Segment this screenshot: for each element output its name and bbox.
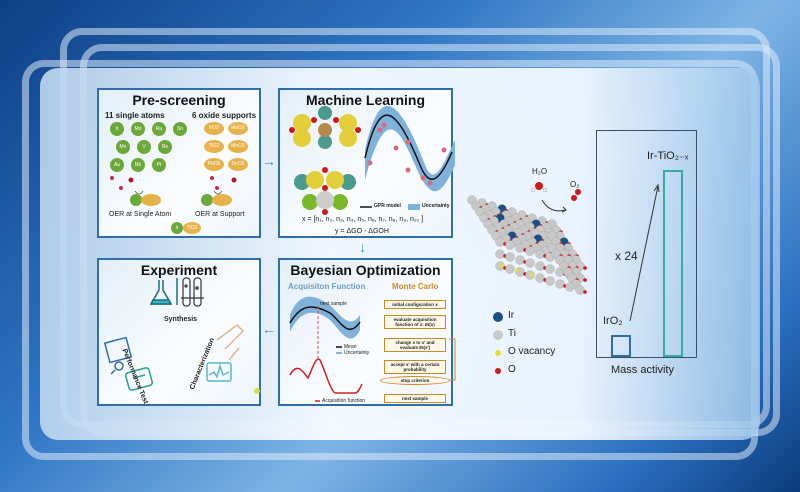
legend-acquisition: Acquisition function [322, 398, 366, 404]
legend-uncertainty: Uncertainty [344, 350, 370, 356]
test-tubes-icon [181, 277, 204, 307]
support-chip: MoO2 [228, 122, 248, 135]
monitor-icon [206, 362, 232, 382]
oer-atom-label: OER at Single Atom [109, 211, 172, 218]
legend-label: Ti [508, 328, 516, 339]
atom-chip: Mo [131, 122, 145, 136]
atom-chip: Pt [152, 158, 166, 172]
support-chip: MnO2 [228, 140, 248, 153]
mc-step: initial configuration x [384, 300, 446, 310]
oer-illustration [110, 176, 237, 206]
panel-prescreening: Pre-screening 11 single atoms 6 oxide su… [97, 88, 261, 238]
analyzer-icon [125, 367, 153, 391]
panel-machine-learning: Machine Learning GPR model Uncertainty x… [278, 88, 455, 238]
support-chip: PdO2 [204, 158, 224, 171]
atom-chip: V [137, 140, 151, 154]
combo-support: TiO2 [183, 222, 201, 234]
mass-activity-label: Mass activity [611, 364, 674, 376]
atoms-heading: 11 single atoms [105, 111, 165, 120]
legend-label: Ir [508, 310, 515, 321]
legend-uncertainty: Uncertainty [422, 203, 450, 209]
atom-chip: Mn [116, 140, 130, 154]
legend-label: O vacancy [508, 346, 556, 357]
atom-chip: Ir [110, 122, 124, 136]
atom-chip: Ru [152, 122, 166, 136]
legend-swatch [493, 312, 503, 322]
ratio-arrow [629, 183, 660, 322]
panel-title: Experiment [140, 262, 218, 278]
bar-label-iro2: IrO₂ [603, 315, 623, 327]
mc-step: evaluate acquisition function of x: EI(x… [384, 315, 446, 330]
support-chip: TiO2 [204, 140, 224, 153]
synthesis-label: Synthesis [164, 316, 198, 323]
bar-ir-tio2 [663, 170, 683, 357]
panel-title: Bayesian Optimization [290, 262, 441, 278]
arrow-down-icon: ↓ [359, 239, 366, 255]
mc-step: stop criterion [380, 376, 450, 386]
legend-swatch [495, 350, 501, 356]
microscope-icon [216, 324, 245, 361]
panel-bayesian-optimization: Bayesian Optimization Acquisiton Functio… [278, 258, 456, 406]
experiment-icons [103, 277, 260, 394]
mc-step: change x to x' and evaluate EI(x') [384, 338, 446, 353]
ml-illustration [289, 106, 455, 215]
legend-item: O vacancy [492, 346, 556, 360]
panel-title: Pre-screening [132, 92, 226, 108]
feature-vector: x = [n₁, n₂, n₃, n₄, n₅, n₆, n₇, n₈, n₉,… [302, 216, 424, 223]
probe-dot [254, 388, 260, 394]
flask-icon [149, 278, 178, 305]
acquisition-plot [289, 296, 456, 402]
mc-step: next sample [384, 394, 446, 404]
h2o-label: H₂O [532, 167, 548, 176]
o2-label: O₂ [570, 180, 580, 189]
legend-label: O [508, 364, 516, 375]
arrow-right-icon: → [262, 153, 276, 169]
target-equation: y = ΔGO - ΔGOH [335, 228, 389, 235]
legend-item: O [492, 364, 552, 378]
legend-swatch [493, 330, 503, 340]
supports-heading: 6 oxide supports [192, 111, 257, 120]
legend-item: Ti [492, 328, 552, 342]
catalyst-slab [467, 195, 587, 295]
bar-iro2 [611, 335, 631, 357]
observation-points [367, 122, 447, 186]
legend-gpr: GPR model [374, 203, 401, 209]
crystal-structure-bottom [294, 167, 356, 215]
crystal-structure-top [289, 106, 361, 149]
atom-chip: Au [110, 158, 124, 172]
arrow-left-icon: ← [262, 321, 276, 337]
atom-chip: Re [158, 140, 172, 154]
support-chip: SnO2 [228, 158, 248, 171]
legend-item: Ir [492, 310, 552, 324]
mass-activity-chart: IrO₂ Ir-TiO₂₋ₓ x 24 [596, 130, 697, 358]
support-chip: IrO2 [204, 122, 224, 135]
bar-label-ir-tio2: Ir-TiO₂₋ₓ [647, 150, 689, 162]
uncertainty-band [365, 106, 455, 192]
panel-experiment: Experiment Synthesis Performance Test Ch… [97, 258, 261, 406]
panel-title: Machine Learning [305, 92, 426, 108]
atom-chip: Nb [131, 158, 145, 172]
combo-atom: Ir [171, 222, 183, 234]
atom-chip: Sn [173, 122, 187, 136]
legend-mean: Mean [344, 344, 357, 350]
gpr-curve [364, 114, 453, 180]
mc-step: accept x' with a certain probability [384, 360, 446, 375]
reaction-illustration [530, 182, 581, 213]
acquisition-title: Acquisiton Function [288, 282, 366, 291]
document-search-icon [103, 336, 133, 375]
ratio-label: x 24 [615, 249, 638, 263]
monte-carlo-title: Monte Carlo [392, 282, 439, 291]
oer-support-label: OER at Support [195, 211, 245, 218]
legend-swatch [495, 368, 501, 374]
next-sample-label: next sample [320, 301, 347, 307]
